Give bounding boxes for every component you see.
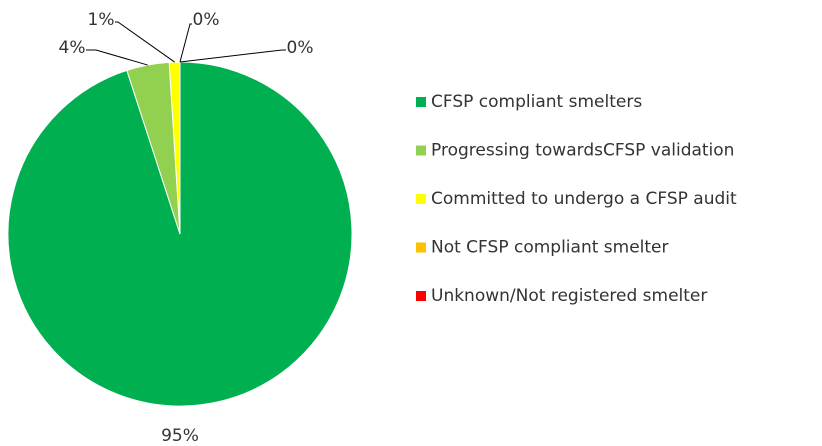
- legend-swatch: [416, 145, 426, 156]
- legend-label: Progressing towardsCFSP validation: [431, 141, 734, 161]
- data-label: 0%: [193, 10, 220, 30]
- legend-swatch: [416, 291, 426, 301]
- leader-line: [86, 49, 148, 66]
- legend-label: Unknown/Not registered smelter: [431, 286, 707, 306]
- pie-slice: [7, 61, 353, 407]
- leader-line: [179, 23, 192, 63]
- legend-label: Committed to undergo a CFSP audit: [431, 189, 737, 209]
- data-label: 0%: [287, 38, 314, 58]
- legend-swatch: [416, 97, 426, 107]
- leader-line: [115, 21, 175, 63]
- legend-swatch: [416, 242, 426, 253]
- data-label: 4%: [59, 38, 86, 58]
- leader-line: [179, 49, 286, 63]
- data-label: 95%: [161, 426, 199, 446]
- data-label: 1%: [88, 10, 115, 30]
- legend-swatch: [416, 194, 426, 204]
- legend-label: Not CFSP compliant smelter: [431, 238, 669, 258]
- legend-label: CFSP compliant smelters: [431, 92, 642, 112]
